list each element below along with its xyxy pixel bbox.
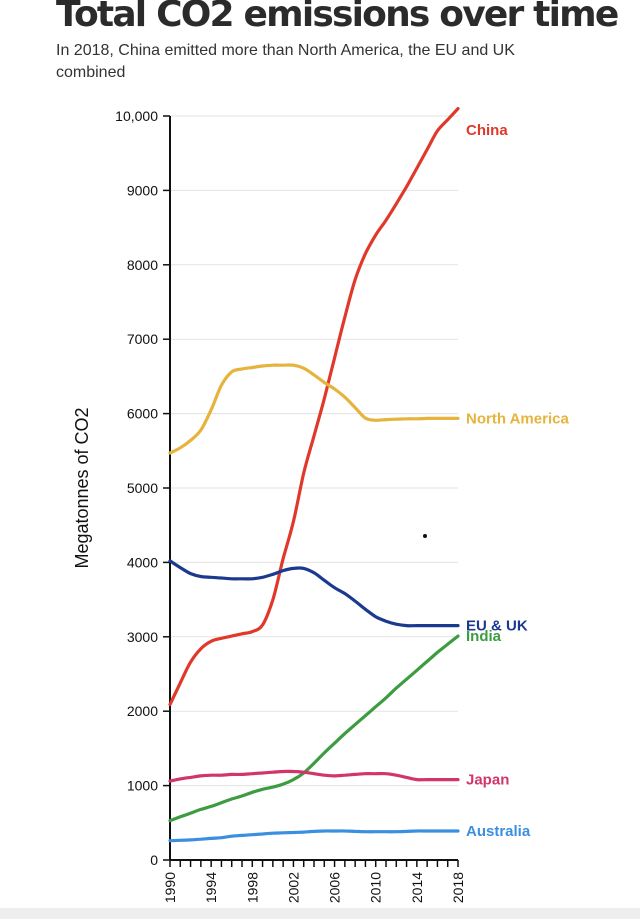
series-line-india xyxy=(168,634,460,823)
x-tick-label-2018: 2018 xyxy=(450,872,466,903)
series-label-north-america: North America xyxy=(466,410,569,427)
chart-title: Total CO2 emissions over time xyxy=(56,0,619,35)
series-label-eu-uk: EU & UK xyxy=(466,618,528,635)
y-tick-label-4: 4000 xyxy=(127,554,158,570)
stray-dot-mark xyxy=(423,534,427,538)
y-tick-label-9: 9000 xyxy=(127,182,158,198)
chart-subtitle: In 2018, China emitted more than North A… xyxy=(56,42,515,81)
x-tick-label-1990: 1990 xyxy=(162,872,178,903)
y-tick-label-2: 2000 xyxy=(127,703,158,719)
series-label-australia: Australia xyxy=(466,823,531,840)
series-lines xyxy=(168,107,460,843)
y-tick-label-3: 3000 xyxy=(127,629,158,645)
series-line-japan xyxy=(168,769,460,783)
y-tick-label-5: 5000 xyxy=(127,480,158,496)
x-ticks: 1990 1994 1998 2002 2006 2010 2014 2018 xyxy=(162,860,466,903)
bottom-strip xyxy=(0,908,640,919)
grid-lines xyxy=(170,115,458,787)
y-tick-label-6: 6000 xyxy=(127,406,158,422)
y-axis-label: Megatonnes of CO2 xyxy=(72,407,92,568)
x-tick-label-1994: 1994 xyxy=(203,872,219,903)
series-line-north-america xyxy=(168,363,460,455)
series-line-australia xyxy=(168,829,460,843)
x-tick-label-2010: 2010 xyxy=(368,872,384,903)
y-tick-label-10: 10,000 xyxy=(115,108,158,124)
y-tick-label-8: 8000 xyxy=(127,257,158,273)
series-line-eu-uk xyxy=(168,559,460,628)
x-tick-label-2006: 2006 xyxy=(327,872,343,903)
x-tick-label-1998: 1998 xyxy=(244,872,260,903)
x-tick-label-2002: 2002 xyxy=(285,872,301,903)
x-tick-label-2014: 2014 xyxy=(409,872,425,903)
series-label-india: India xyxy=(466,628,502,645)
y-tick-label-1: 1000 xyxy=(127,778,158,794)
series-label-china: China xyxy=(466,122,508,139)
y-tick-label-0: 0 xyxy=(150,852,158,868)
y-tick-label-7: 7000 xyxy=(127,331,158,347)
series-line-china xyxy=(168,107,460,707)
series-label-japan: Japan xyxy=(466,772,509,789)
y-ticks: 0 1000 2000 3000 4000 5000 6000 7000 8000 9000 10,… xyxy=(115,108,170,868)
